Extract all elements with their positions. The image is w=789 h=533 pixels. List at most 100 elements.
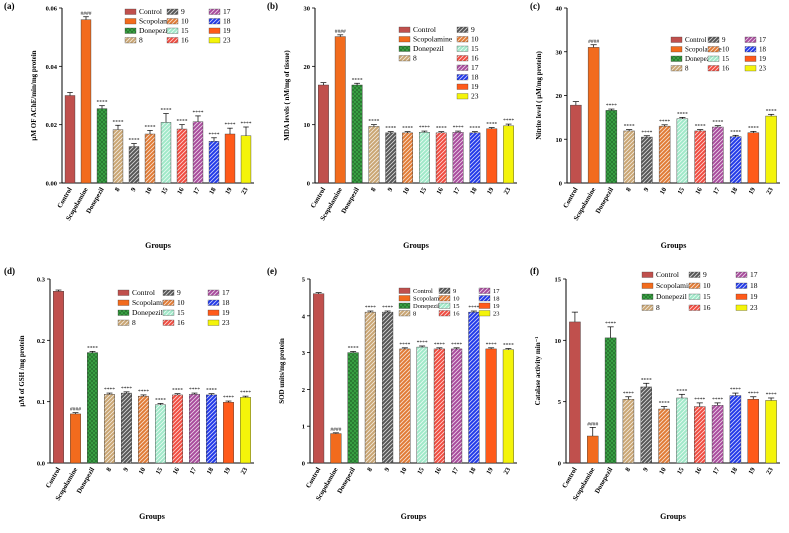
- x-tick-label: 19: [223, 466, 233, 476]
- significance-label: ****: [223, 395, 234, 401]
- significance-label: ****: [641, 130, 652, 136]
- legend-swatch: [688, 304, 701, 311]
- legend-swatch: [398, 310, 411, 317]
- significance-label: ****: [624, 124, 635, 130]
- legend-label: Scopolamine: [413, 296, 447, 303]
- significance-label: ****: [730, 129, 741, 135]
- legend-label: 17: [493, 288, 500, 295]
- legend-swatch: [478, 287, 491, 294]
- bar-10: [658, 408, 670, 464]
- legend-label: 15: [703, 292, 711, 301]
- bar-17: [192, 121, 204, 184]
- bar-15: [160, 122, 172, 184]
- legend-label: 8: [685, 65, 689, 73]
- legend-label: Donepezil: [413, 303, 440, 310]
- x-axis-label: Groups: [661, 241, 687, 250]
- chart-panel-0: (a) 0.00 0.02 0.04 0.06 μM OF AChE/min/mg pro…: [4, 1, 254, 250]
- legend-label: 15: [181, 26, 189, 35]
- legend-label: 16: [181, 36, 189, 45]
- legend-swatch: [744, 65, 757, 72]
- legend-label: 9: [471, 25, 475, 34]
- significance-label: ****: [486, 342, 497, 348]
- legend-label: 17: [750, 270, 758, 279]
- legend-label: 16: [471, 54, 479, 63]
- x-tick-label: 19: [748, 466, 758, 476]
- bar-8: [364, 311, 376, 464]
- significance-label: ****: [712, 397, 723, 403]
- x-tick-label: 15: [160, 186, 170, 196]
- bar-9: [128, 146, 140, 184]
- x-tick-label: 17: [189, 466, 199, 476]
- x-tick-label: 16: [434, 466, 444, 476]
- significance-label: ****: [145, 125, 156, 131]
- legend-swatch: [398, 295, 411, 302]
- x-axis-label: Groups: [145, 241, 171, 250]
- significance-label: ****: [365, 305, 376, 311]
- significance-label: ####: [330, 427, 341, 433]
- significance-label: ****: [193, 110, 204, 116]
- x-axis-label: Groups: [139, 512, 165, 521]
- chart-panel-2: (c) 0 10 20 30 40 Nitrite level ( μM/mg protei…: [530, 1, 780, 250]
- legend-label: 16: [453, 311, 460, 318]
- x-tick-label: Control: [305, 466, 322, 489]
- legend-label: 9: [722, 36, 726, 44]
- legend-label: 23: [759, 65, 767, 73]
- bar-16: [435, 132, 447, 184]
- x-tick-label: 9: [122, 466, 130, 473]
- bar-18: [206, 394, 217, 464]
- legend-label: 23: [222, 318, 230, 327]
- legend-label: 18: [471, 73, 479, 82]
- bar-donepezil: [605, 110, 618, 184]
- x-tick-label: 9: [643, 186, 651, 193]
- legend-swatch: [124, 27, 137, 34]
- bar-scopolamine: [587, 435, 599, 464]
- y-tick-label: 20: [556, 93, 563, 100]
- legend-label: 18: [750, 281, 758, 290]
- legend-swatch: [207, 309, 220, 316]
- significance-label: ****: [451, 342, 462, 348]
- significance-label: ****: [240, 390, 251, 396]
- significance-label: ****: [503, 343, 514, 349]
- significance-label: ****: [659, 119, 670, 125]
- legend-swatch: [670, 55, 683, 62]
- x-tick-label: 18: [469, 186, 479, 196]
- legend-label: 17: [471, 63, 479, 72]
- significance-label: ****: [382, 305, 393, 311]
- y-tick-label: 4: [302, 313, 306, 320]
- significance-label: ****: [695, 124, 706, 130]
- bar-8: [623, 130, 635, 184]
- legend-swatch: [744, 55, 757, 62]
- x-tick-label: 17: [452, 186, 462, 196]
- panel-label: (e): [267, 266, 277, 276]
- legend-swatch: [117, 289, 130, 296]
- chart-panel-5: (f) 0 5 10 15 Catalase activity min⁻¹ Control #…: [530, 266, 780, 521]
- legend-swatch: [207, 299, 220, 306]
- x-tick-label: 23: [765, 186, 775, 196]
- legend-label: 23: [223, 36, 231, 45]
- legend-swatch: [438, 302, 451, 309]
- legend-label: Control: [132, 288, 155, 297]
- legend-label: 8: [132, 318, 136, 327]
- x-tick-label: 16: [694, 466, 704, 476]
- legend-label: 19: [471, 82, 479, 91]
- bar-15: [155, 404, 166, 464]
- x-tick-label: 9: [387, 186, 395, 193]
- legend-label: 15: [471, 44, 479, 53]
- legend-swatch: [117, 309, 130, 316]
- significance-label: ####: [81, 11, 92, 17]
- y-axis-label: MDA levels ( nM/mg of tissue): [283, 50, 291, 141]
- bar-9: [385, 132, 397, 184]
- significance-label: ****: [419, 125, 430, 131]
- x-tick-label: 8: [370, 186, 378, 193]
- x-tick-label: 16: [172, 466, 182, 476]
- significance-label: ####: [335, 29, 346, 35]
- significance-label: ****: [766, 392, 777, 398]
- significance-label: ****: [417, 340, 428, 346]
- significance-label: ****: [434, 342, 445, 348]
- x-tick-label: 17: [712, 186, 722, 196]
- legend-swatch: [478, 302, 491, 309]
- legend-swatch: [456, 36, 469, 43]
- significance-label: ****: [730, 387, 741, 393]
- legend-label: 18: [493, 296, 500, 303]
- bar-scopolamine: [80, 19, 92, 184]
